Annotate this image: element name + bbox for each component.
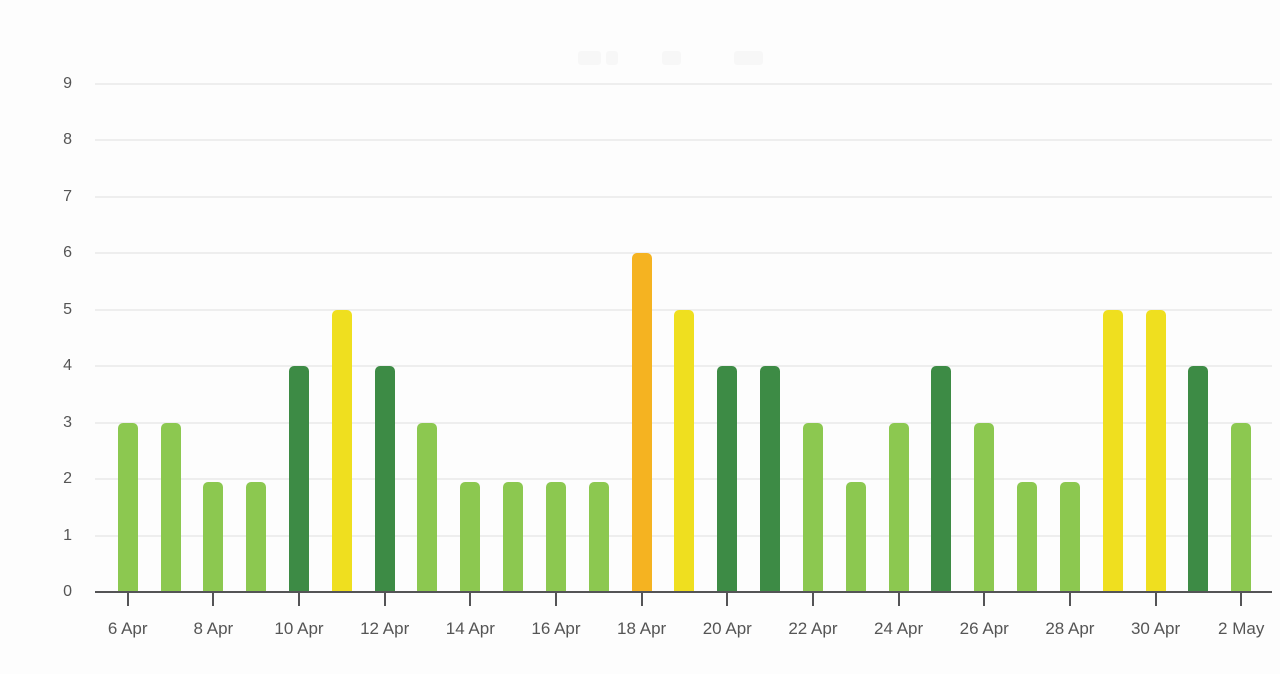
gridline: [95, 82, 1272, 85]
x-axis-tick-label: 2 May: [1218, 619, 1265, 638]
bar[interactable]: [160, 422, 181, 592]
y-axis-tick-label: 1: [63, 526, 72, 544]
bar[interactable]: [1102, 309, 1123, 592]
bar[interactable]: [417, 422, 438, 592]
x-axis-tick-label: 22 Apr: [788, 619, 838, 638]
bar[interactable]: [974, 422, 995, 592]
y-axis-tick-label: 7: [63, 187, 72, 205]
y-axis-tick-label: 5: [63, 300, 72, 318]
x-axis-tick-label: 20 Apr: [702, 619, 752, 638]
x-axis-line: [95, 591, 1272, 593]
x-axis-tick: [126, 593, 129, 606]
bar[interactable]: [888, 422, 909, 592]
faint-title-block: [734, 51, 763, 65]
bar[interactable]: [331, 309, 352, 592]
y-axis-tick-label: 6: [63, 244, 72, 261]
x-axis-tick: [726, 593, 729, 606]
gridline: [95, 139, 1272, 141]
bar[interactable]: [545, 481, 566, 592]
x-axis-tick-label: 14 Apr: [445, 619, 495, 638]
y-axis-tick-label: 9: [63, 74, 72, 92]
faint-title-block: [606, 51, 618, 65]
gridline: [95, 195, 1272, 198]
x-axis-tick: [1068, 593, 1071, 606]
x-axis-tick: [298, 593, 300, 606]
bar[interactable]: [674, 309, 695, 592]
bar[interactable]: [1017, 481, 1038, 592]
bar[interactable]: [203, 481, 224, 592]
bar[interactable]: [460, 481, 481, 592]
bar[interactable]: [588, 481, 609, 592]
x-axis-tick: [1240, 593, 1243, 606]
bar[interactable]: [845, 481, 866, 592]
bar[interactable]: [503, 481, 524, 592]
x-axis-tick-label: 6 Apr: [107, 619, 148, 638]
bar[interactable]: [802, 422, 823, 592]
x-axis-tick-label: 12 Apr: [360, 619, 410, 638]
x-axis-tick: [1154, 593, 1157, 606]
bar[interactable]: [760, 366, 781, 592]
faint-title-block: [578, 51, 601, 65]
bar[interactable]: [717, 366, 738, 592]
x-axis-tick-label: 16 Apr: [531, 619, 581, 638]
x-axis-tick-label: 10 Apr: [274, 619, 324, 638]
x-axis-tick: [811, 593, 814, 606]
x-axis-tick: [383, 593, 386, 606]
bar[interactable]: [1188, 366, 1209, 592]
bar[interactable]: [246, 481, 267, 592]
y-axis-tick-label: 0: [63, 583, 72, 600]
x-axis-tick: [897, 593, 900, 606]
x-axis-tick: [983, 593, 986, 606]
x-axis-tick: [212, 593, 215, 606]
bar[interactable]: [1231, 422, 1252, 592]
y-axis-tick-label: 2: [63, 470, 72, 487]
y-axis-tick-label: 4: [63, 357, 72, 374]
faint-title-block: [662, 51, 681, 65]
x-axis-tick: [554, 593, 557, 606]
x-axis-tick-label: 8 Apr: [193, 619, 234, 638]
x-axis-tick: [469, 593, 472, 606]
x-axis-tick-label: 24 Apr: [874, 619, 924, 638]
gridline: [95, 252, 1272, 254]
y-axis-tick-label: 3: [63, 413, 72, 431]
bar[interactable]: [117, 422, 138, 592]
bar[interactable]: [1145, 309, 1166, 592]
bar[interactable]: [931, 366, 952, 592]
bar[interactable]: [631, 253, 652, 592]
x-axis-tick-label: 28 Apr: [1045, 619, 1095, 638]
bar[interactable]: [289, 366, 309, 592]
x-axis-tick: [640, 593, 643, 606]
x-axis-tick-label: 18 Apr: [617, 619, 667, 638]
x-axis-tick-label: 30 Apr: [1130, 619, 1181, 638]
x-axis-tick-label: 26 Apr: [959, 619, 1009, 638]
bar[interactable]: [374, 366, 395, 592]
bar[interactable]: [1059, 481, 1080, 592]
y-axis-tick-label: 8: [63, 131, 72, 148]
